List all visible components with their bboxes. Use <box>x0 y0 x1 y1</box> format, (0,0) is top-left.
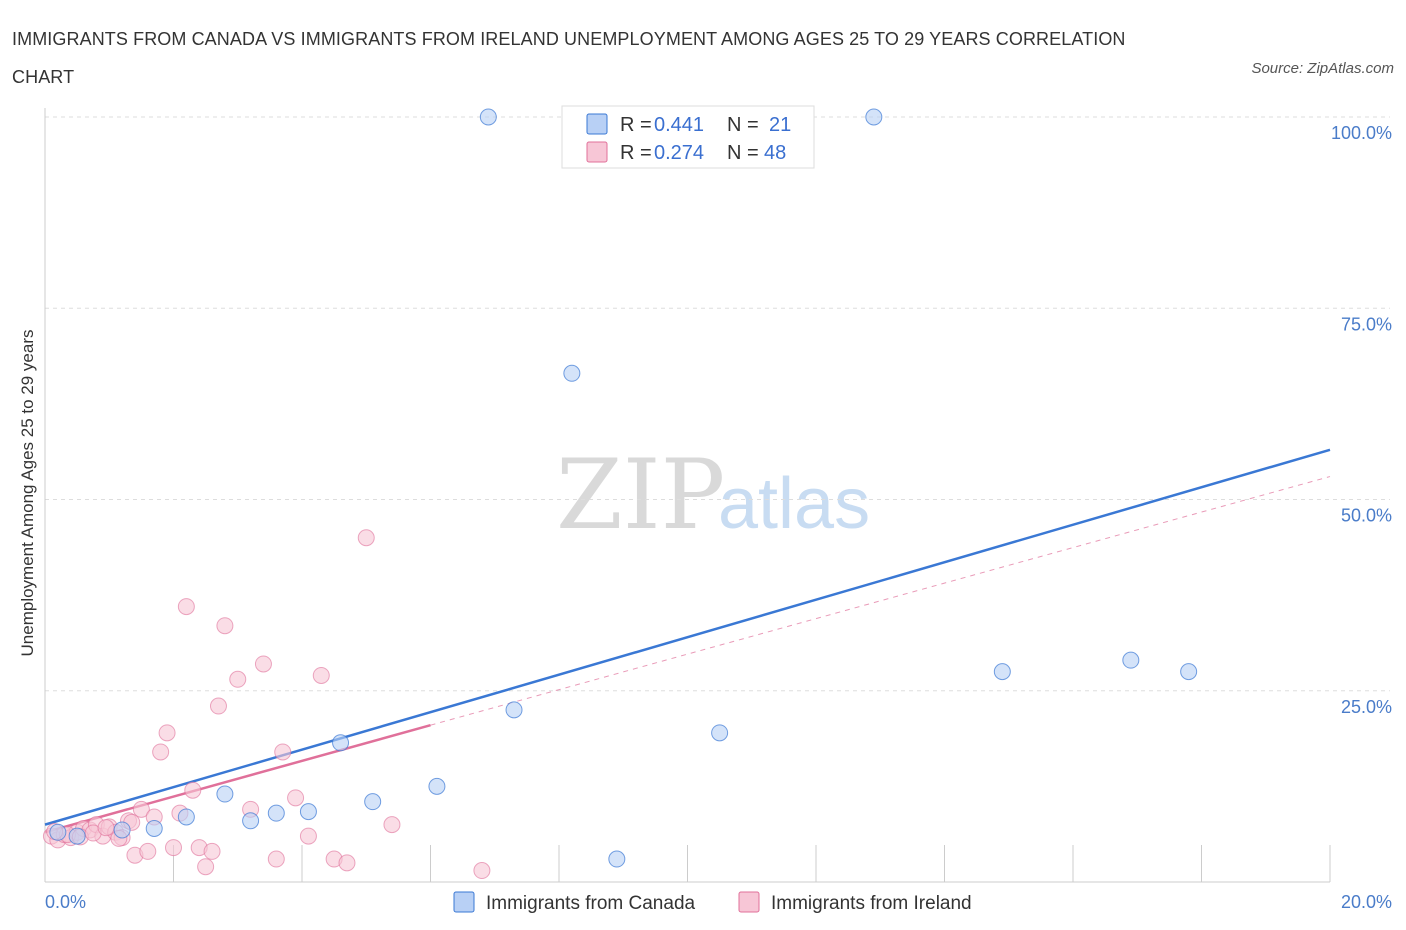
ireland-point <box>473 862 491 880</box>
x-tick-label: 0.0% <box>45 892 86 912</box>
axes <box>44 108 1331 883</box>
canada-point <box>865 108 883 126</box>
y-tick-label: 100.0% <box>1331 123 1392 143</box>
x-tick-label: 20.0% <box>1341 892 1392 912</box>
y-tick-label: 25.0% <box>1341 697 1392 717</box>
canada-point <box>1180 663 1198 681</box>
legend-canada-label: Immigrants from Canada <box>486 893 696 914</box>
ireland-point <box>203 842 221 860</box>
ireland-r-value: 0.274 <box>654 142 704 164</box>
ireland-point <box>383 816 401 834</box>
source-label: Source: ZipAtlas.com <box>1251 60 1394 77</box>
bottom-legend: Immigrants from Canada Immigrants from I… <box>453 891 972 914</box>
data-points <box>42 108 1198 880</box>
canada-point <box>299 803 317 821</box>
canada-point <box>711 724 729 742</box>
ireland-point <box>338 854 356 872</box>
ireland-n-label: N = <box>727 142 759 164</box>
ireland-point <box>287 789 305 807</box>
ireland-point <box>312 666 330 684</box>
legend-canada-icon <box>453 891 475 913</box>
ireland-r-label: R = <box>620 142 652 164</box>
canada-point <box>216 785 234 803</box>
ireland-point <box>267 850 285 868</box>
canada-point <box>563 364 581 382</box>
canada-point <box>364 793 382 811</box>
ireland-point <box>165 839 182 857</box>
canada-r-value: 0.441 <box>654 114 704 136</box>
canada-r-label: R = <box>620 114 652 136</box>
ireland-point <box>177 598 195 616</box>
canada-point <box>479 108 497 126</box>
canada-n-value: 21 <box>769 114 791 136</box>
canada-point <box>113 821 131 839</box>
watermark-atlas: atlas <box>718 464 870 544</box>
canada-point <box>608 850 626 868</box>
canada-point <box>428 777 446 795</box>
canada-point <box>267 804 285 822</box>
canada-n-label: N = <box>727 114 759 136</box>
canada-trend-line <box>44 448 1331 826</box>
canada-point <box>993 663 1011 681</box>
ireland-swatch-icon <box>586 141 608 163</box>
tick-labels: 25.0% 50.0% 75.0% 100.0% 0.0% 20.0% <box>45 123 1392 912</box>
canada-point <box>505 701 523 719</box>
ireland-point <box>229 670 247 688</box>
ireland-point <box>299 827 317 845</box>
canada-point <box>332 734 350 752</box>
chart-title: IMMIGRANTS FROM CANADA VS IMMIGRANTS FRO… <box>12 29 1126 87</box>
ireland-point <box>357 529 375 547</box>
legend-ireland-label: Immigrants from Ireland <box>771 893 972 914</box>
y-tick-label: 50.0% <box>1341 506 1392 526</box>
canada-point <box>242 812 260 830</box>
canada-point <box>145 819 163 837</box>
ireland-point <box>152 743 170 761</box>
ireland-point <box>209 697 227 715</box>
y-tick-label: 75.0% <box>1341 314 1392 334</box>
canada-swatch-icon <box>586 113 608 135</box>
ireland-point <box>97 819 115 837</box>
ireland-point <box>216 617 234 635</box>
canada-point <box>1122 651 1140 669</box>
stats-legend: R = 0.441 N = 21 R = 0.274 N = 48 <box>561 105 815 169</box>
ireland-point <box>158 724 176 742</box>
ireland-point <box>132 800 150 818</box>
trend-lines <box>44 448 1331 834</box>
ireland-point <box>254 655 272 673</box>
ireland-point <box>139 842 157 860</box>
canada-point <box>68 827 86 845</box>
ireland-point <box>184 781 202 799</box>
ireland-point <box>274 743 292 761</box>
grid-lines <box>45 116 1390 692</box>
watermark-zip: ZIP <box>556 439 725 551</box>
ireland-point <box>197 858 215 876</box>
y-axis-label: Unemployment Among Ages 25 to 29 years <box>18 330 37 657</box>
legend-ireland-icon <box>738 891 760 913</box>
ireland-trend-line <box>44 723 431 834</box>
ireland-n-value: 48 <box>764 142 786 164</box>
canada-point <box>177 808 195 826</box>
canada-point <box>49 823 67 841</box>
